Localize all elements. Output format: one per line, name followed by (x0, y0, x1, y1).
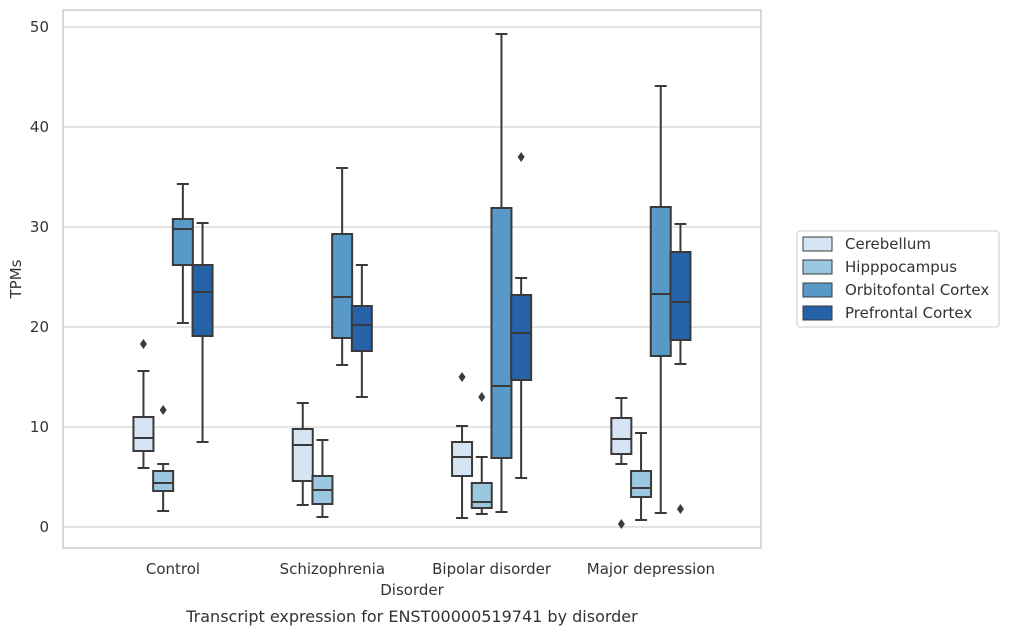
box-prefrontal-cortex (350, 264, 373, 398)
legend-swatch (802, 259, 833, 275)
box-cerebellum (291, 402, 314, 506)
legend-label: Prefrontal Cortex (845, 304, 972, 322)
x-tick-label: Control (146, 560, 200, 578)
outlier-point (458, 372, 466, 382)
y-tick-label: 50 (30, 18, 49, 36)
x-tick-label: Bipolar disorder (432, 560, 552, 578)
outlier-point (159, 405, 167, 415)
legend-swatch (802, 282, 833, 298)
legend-frame (796, 230, 1000, 328)
x-tick-label: Schizophrenia (280, 560, 385, 578)
iqr-box (171, 218, 194, 266)
iqr-box (451, 441, 474, 477)
iqr-box (291, 428, 314, 482)
y-tick-labels: 0 10 20 30 40 50 (30, 18, 49, 536)
outlier-point (478, 392, 486, 402)
legend-label: Cerebellum (845, 235, 931, 253)
box-cerebellum (451, 372, 474, 519)
plot-area (62, 9, 762, 549)
gridlines (63, 26, 761, 528)
y-tick-label: 20 (30, 318, 49, 336)
box-prefrontal-cortex (510, 152, 533, 479)
y-tick-label: 40 (30, 118, 49, 136)
iqr-box (152, 470, 175, 492)
iqr-box (669, 251, 692, 341)
iqr-box (510, 294, 533, 381)
iqr-box (350, 305, 373, 352)
legend-label: Hipppocampus (845, 258, 957, 276)
box-hipppocampus (470, 392, 493, 515)
legend-swatch (802, 305, 833, 321)
y-tick-label: 30 (30, 218, 49, 236)
iqr-box (132, 416, 155, 452)
legend-label: Orbitofontal Cortex (845, 281, 989, 299)
outlier-point (517, 152, 525, 162)
x-tick-labels: Control Schizophrenia Bipolar disorder Majo… (146, 560, 715, 578)
outlier-point (139, 339, 147, 349)
chart-caption: Transcript expression for ENST0000051974… (185, 607, 638, 626)
outlier-point (617, 519, 625, 529)
box-prefrontal-cortex (669, 223, 692, 514)
box-hipppocampus (311, 439, 334, 518)
x-tick-label: Major depression (587, 560, 715, 578)
iqr-box (630, 470, 653, 498)
box-hipppocampus (152, 405, 175, 512)
legend-swatch (802, 236, 833, 252)
iqr-box (191, 264, 214, 337)
box-orbitofontal-cortex (331, 167, 354, 366)
y-tick-label: 10 (30, 418, 49, 436)
outlier-point (676, 504, 684, 514)
box-cerebellum (132, 339, 155, 469)
boxes (132, 33, 692, 529)
box-prefrontal-cortex (191, 222, 214, 443)
y-axis-title: TPMs (7, 259, 25, 299)
box-orbitofontal-cortex (171, 183, 194, 324)
y-tick-label: 0 (39, 518, 49, 536)
iqr-box (649, 206, 672, 357)
iqr-box (470, 482, 493, 509)
box-cerebellum (610, 397, 633, 529)
box-hipppocampus (630, 432, 653, 521)
iqr-box (490, 207, 513, 459)
iqr-box (610, 417, 633, 455)
iqr-box (331, 233, 354, 339)
legend: Cerebellum Hipppocampus Orbitofontal Corte… (796, 230, 1000, 328)
x-axis-title: Disorder (380, 581, 444, 599)
